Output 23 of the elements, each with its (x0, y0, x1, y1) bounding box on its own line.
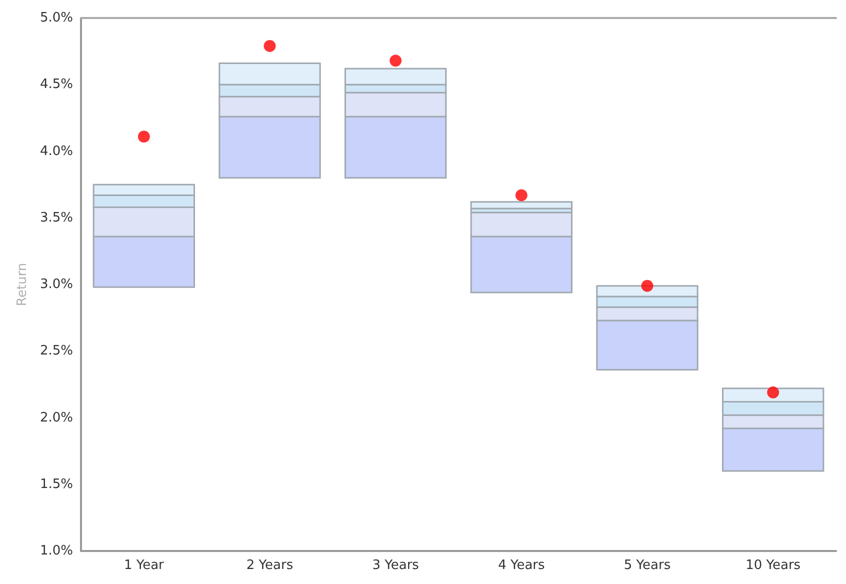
y-tick-label: 1.0% (40, 544, 73, 558)
point (641, 280, 654, 292)
x-tick-label: 4 Years (498, 558, 545, 573)
x-tick-label: 3 Years (372, 558, 420, 573)
x-tick-label: 1 Year (124, 558, 165, 573)
y-tick-label: 3.5% (40, 210, 73, 226)
y-tick-label: 1.5% (40, 476, 73, 492)
point (390, 54, 402, 67)
y-tick-label: 2.5% (40, 344, 73, 359)
point (138, 130, 150, 143)
y-tick-label: 4.5% (40, 77, 73, 92)
y-tick-label: 3.0% (40, 277, 73, 292)
point (264, 40, 276, 52)
x-tick-label: 10 Years (746, 558, 801, 573)
y-axis-title: Return (15, 262, 30, 306)
y-tick-label: 5.0% (40, 10, 73, 26)
x-tick-label: 2 Years (246, 558, 294, 573)
y-tick-label: 4.0% (40, 144, 73, 159)
bar (470, 201, 572, 210)
x-tick-label: 5 Years (624, 558, 671, 573)
y-tick-label: 2.0% (40, 410, 73, 426)
point (767, 386, 780, 398)
point (515, 189, 528, 202)
